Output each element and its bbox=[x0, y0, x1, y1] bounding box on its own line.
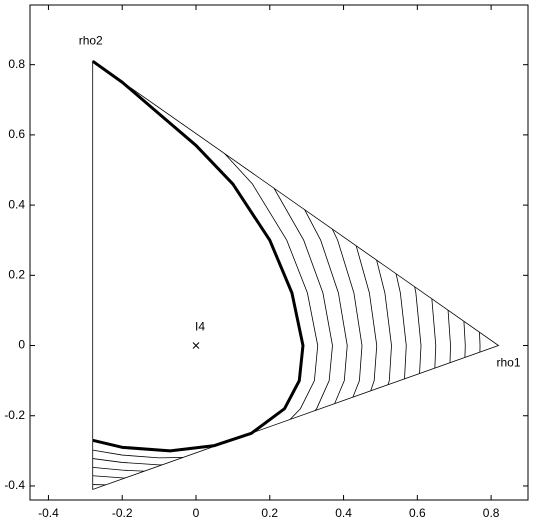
level-curve bbox=[342, 134, 407, 452]
level-curve bbox=[410, 134, 451, 452]
x-tick-label: 0.2 bbox=[261, 506, 278, 520]
level-curve bbox=[230, 134, 333, 452]
vertex-label: rho2 bbox=[79, 33, 103, 47]
level-curve bbox=[365, 134, 422, 452]
y-tick-label: -0.2 bbox=[4, 408, 25, 422]
y-tick-label: -0.4 bbox=[4, 478, 25, 492]
level-curve bbox=[92, 466, 233, 473]
x-tick-label: -0.4 bbox=[38, 506, 59, 520]
level-curve bbox=[252, 134, 348, 452]
x-tick-label: 0.6 bbox=[409, 506, 426, 520]
curve-family bbox=[92, 134, 481, 487]
level-curve bbox=[92, 484, 233, 487]
triangle bbox=[92, 60, 500, 491]
level-curve bbox=[207, 134, 319, 452]
marker bbox=[192, 342, 200, 349]
x-tick-label: -0.2 bbox=[112, 506, 133, 520]
plot-area bbox=[29, 4, 529, 501]
marker-label: I4 bbox=[195, 320, 205, 334]
y-tick-label: 0 bbox=[18, 338, 25, 352]
y-tick-label: 0.2 bbox=[8, 267, 25, 281]
level-curve bbox=[320, 134, 392, 452]
vertex-label: rho1 bbox=[496, 356, 520, 370]
level-curve bbox=[388, 134, 437, 452]
boundary-curve bbox=[91, 59, 305, 453]
y-tick-label: 0.8 bbox=[8, 57, 25, 71]
level-curve bbox=[297, 134, 378, 452]
level-curve bbox=[92, 458, 233, 466]
level-curve bbox=[92, 475, 233, 480]
x-tick-label: 0.4 bbox=[335, 506, 352, 520]
level-curve bbox=[433, 134, 466, 451]
x-tick-label: 0 bbox=[193, 506, 200, 520]
y-tick-label: 0.4 bbox=[8, 197, 25, 211]
y-tick-label: 0.6 bbox=[8, 127, 25, 141]
level-curve bbox=[456, 134, 481, 451]
x-tick-label: 0.8 bbox=[483, 506, 500, 520]
